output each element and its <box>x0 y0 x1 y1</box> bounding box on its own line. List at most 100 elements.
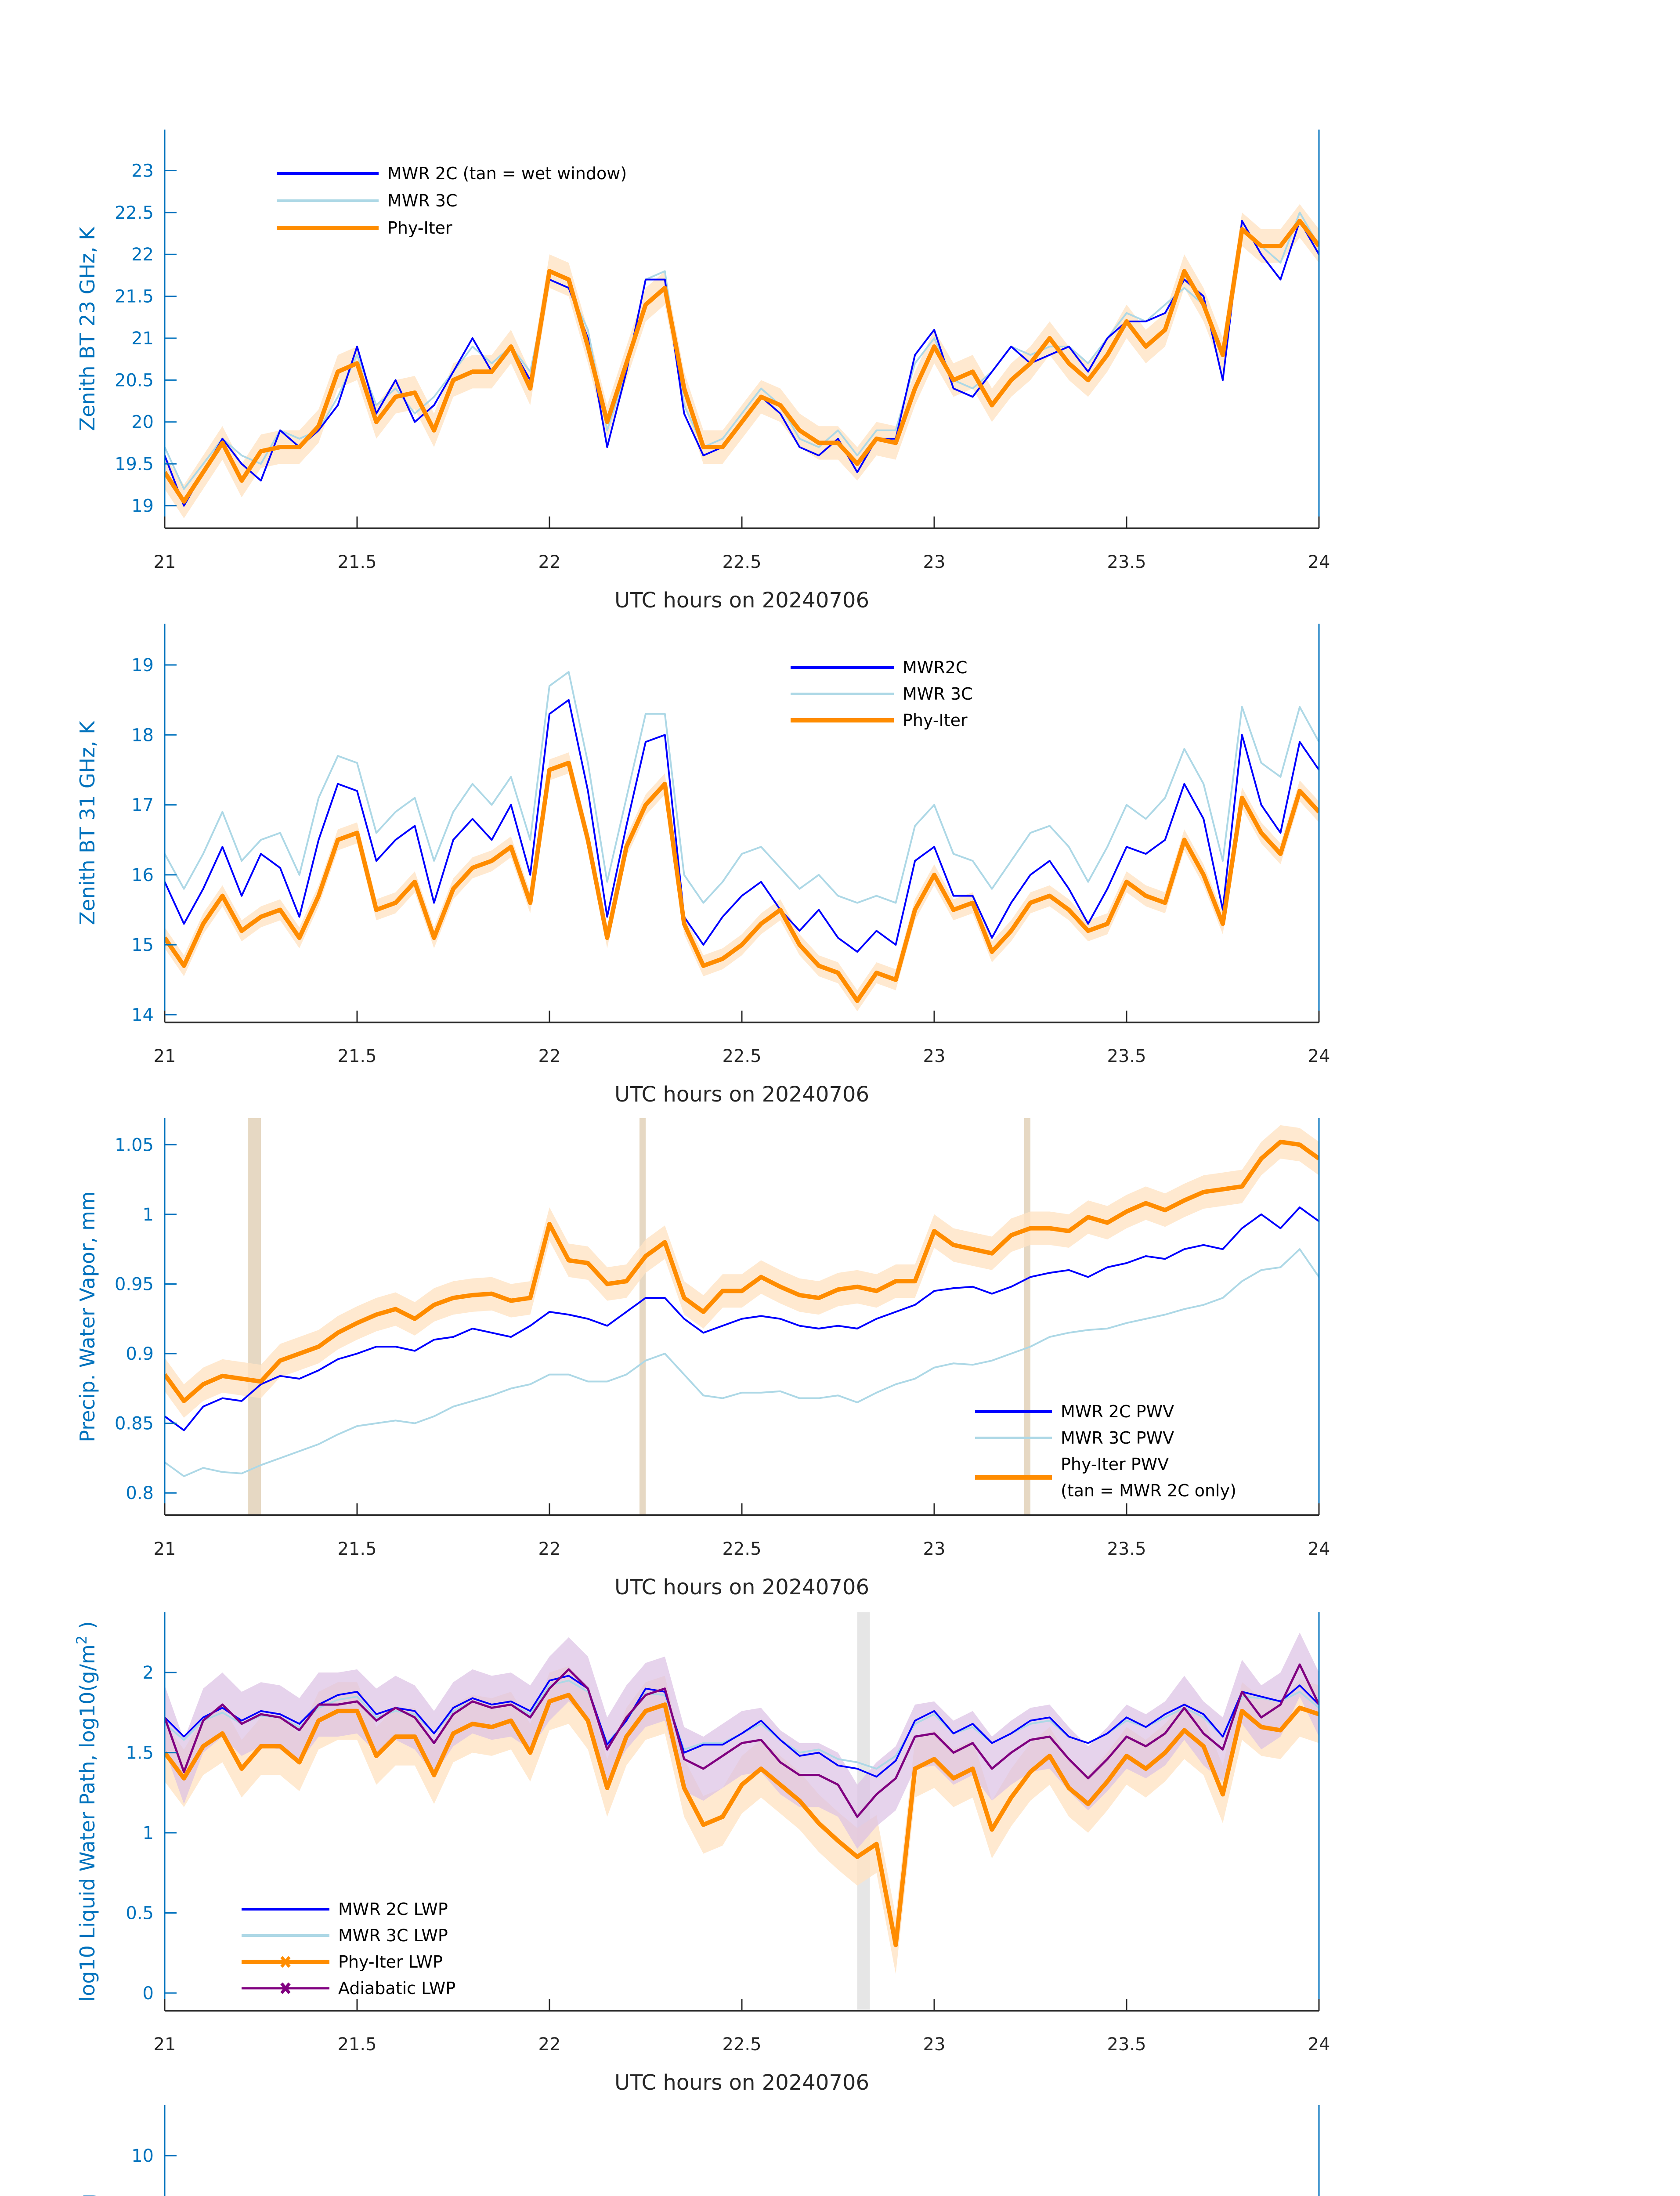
y-axis-label: Precip. Water Vapor, mm <box>76 1191 99 1442</box>
x-tick-label: 22 <box>538 1046 561 1066</box>
uncertainty-band-phyiter <box>165 1125 1319 1418</box>
legend-item-phyiter: Phy-Iter PWV (tan = MWR 2C only) <box>975 1455 1236 1500</box>
x-axis-label: UTC hours on 20240706 <box>614 2070 869 2095</box>
x-tick-label: 23.5 <box>1107 552 1146 572</box>
series-line-phyiter <box>165 761 1319 1003</box>
x-axis-label: UTC hours on 20240706 <box>614 1575 869 1600</box>
x-tick-label: 23 <box>923 1046 946 1066</box>
x-tick-label: 23.5 <box>1107 1046 1146 1066</box>
y-tick-label: 1.5 <box>126 1743 154 1763</box>
x-tick-label: 21 <box>154 552 176 572</box>
uncertainty-band-phyiter <box>165 752 1319 1011</box>
y-tick-label: 0.5 <box>126 1903 154 1923</box>
y-tick-label: 0.9 <box>126 1344 154 1364</box>
x-marker-icon <box>280 1956 291 1968</box>
uncertainty-band-adiabatic <box>165 1632 1319 1849</box>
series-line-mwr3c <box>165 671 1319 904</box>
x-tick-label: 23 <box>923 552 946 572</box>
legend-item-mwr3c: MWR 3C <box>277 191 458 210</box>
window-band <box>1024 1118 1030 1515</box>
y-tick-label: 19.5 <box>115 454 154 474</box>
x-tick-label: 24 <box>1308 552 1330 572</box>
legend-label: MWR 3C <box>387 191 458 210</box>
x-tick-label: 24 <box>1308 1539 1330 1559</box>
legend-label: Phy-Iter <box>387 218 452 238</box>
legend: MWR 2C (tan = wet window) MWR 3C Phy-Iter <box>277 164 627 238</box>
panel-bt23: 21 21.5 22 22.5 23 23.5 24 19 19.5 20 20.5 21 21.5 22… <box>76 130 1330 613</box>
x-tick-label: 24 <box>1308 1046 1330 1066</box>
y-tick-label: 0.8 <box>126 1483 154 1503</box>
y-tick-label: 16 <box>131 865 154 885</box>
x-tick-label: 21.5 <box>337 2034 376 2055</box>
legend: MWR 2C LWP MWR 3C LWP Phy-Iter LWP Adiabati… <box>242 1900 455 1998</box>
y-tick-label: 22 <box>131 245 154 265</box>
x-tick-label: 23.5 <box>1107 1539 1146 1559</box>
legend-item-mwr2c: MWR 2C PWV <box>975 1402 1174 1421</box>
y-tick-label: 18 <box>131 725 154 745</box>
y-tick-label: 21.5 <box>115 287 154 307</box>
x-tick-label: 21 <box>154 1539 176 1559</box>
uncertainty-band-phyiter <box>165 204 1319 519</box>
window-band <box>639 1118 646 1515</box>
y-tick-label: 17 <box>131 795 154 816</box>
y-tick-label: 21 <box>131 329 154 349</box>
legend-label: MWR2C <box>903 658 967 677</box>
y-tick-label: 14 <box>131 1005 154 1025</box>
legend-label: MWR 3C PWV <box>1061 1428 1174 1448</box>
x-tick-label: 22 <box>538 552 561 572</box>
legend-item-adiabatic: Adiabatic LWP <box>242 1979 455 1998</box>
legend-item-mwr2c: MWR 2C (tan = wet window) <box>277 164 627 183</box>
y-axis-label: Zenith BT 23 GHz, K <box>76 226 99 431</box>
y-tick-label: 15 <box>131 935 154 955</box>
y-tick-label: 23 <box>131 161 154 181</box>
y-tick-label: 0.95 <box>115 1274 154 1294</box>
series-line-phyiter <box>165 1139 1319 1403</box>
x-tick-label: 21.5 <box>337 552 376 572</box>
x-tick-label: 21.5 <box>337 1539 376 1559</box>
legend-label: Phy-Iter PWV <box>1061 1455 1169 1474</box>
legend-label: MWR 3C <box>903 684 973 704</box>
panel-bt31: 21 21.5 22 22.5 23 23.5 24 14 15 16 17 18 19 UTC hour… <box>76 624 1330 1107</box>
x-tick-label: 22.5 <box>722 552 761 572</box>
legend-label: MWR 2C PWV <box>1061 1402 1174 1421</box>
y-tick-label: 22.5 <box>115 203 154 223</box>
x-axis-label: UTC hours on 20240706 <box>614 1082 869 1107</box>
legend-item-mwr3c: MWR 3C LWP <box>242 1926 448 1945</box>
legend-label-line2: (tan = MWR 2C only) <box>1061 1481 1236 1500</box>
x-marker-icon <box>280 1982 291 1994</box>
y-tick-label: 1 <box>143 1205 154 1225</box>
legend: MWR 2C PWV MWR 3C PWV Phy-Iter PWV (tan = M… <box>975 1402 1236 1500</box>
y-tick-label: 2 <box>143 1663 154 1683</box>
y-tick-label: 1.05 <box>115 1135 154 1155</box>
x-tick-label: 21 <box>154 2034 176 2055</box>
plot-area <box>165 1118 1319 1515</box>
y-tick-label: 19 <box>131 655 154 675</box>
x-tick-label: 23 <box>923 2034 946 2055</box>
x-tick-label: 24 <box>1308 2034 1330 2055</box>
panel-lwp: 21 21.5 22 22.5 23 23.5 24 0 0.5 1 1.5 2 UTC hours o… <box>73 1612 1330 2095</box>
y-axis-label: MWR Phy Iter DQ Flag <box>76 2194 99 2196</box>
legend-label: Phy-Iter LWP <box>338 1952 443 1972</box>
x-tick-label: 22 <box>538 1539 561 1559</box>
y-tick-label: 20 <box>131 412 154 433</box>
x-tick-label: 22 <box>538 2034 561 2055</box>
y-axis-label: log10 Liquid Water Path, log10(g/m2 ) <box>73 1621 99 2002</box>
y-tick-label: 10 <box>131 2146 154 2166</box>
legend-label: MWR 2C LWP <box>338 1900 448 1919</box>
window-band <box>248 1118 261 1515</box>
y-tick-label: 19 <box>131 496 154 516</box>
series-line-mwr2c <box>165 699 1319 953</box>
legend-item-phyiter: Phy-Iter LWP <box>242 1952 443 1972</box>
legend-item-mwr3c: MWR 3C <box>791 684 973 704</box>
legend-label: MWR 2C (tan = wet window) <box>387 164 627 183</box>
x-tick-label: 21.5 <box>337 1046 376 1066</box>
legend-label: Phy-Iter <box>903 711 968 730</box>
legend-label: MWR 3C LWP <box>338 1926 448 1945</box>
plot-area <box>165 1612 1319 2011</box>
legend-item-mwr3c: MWR 3C PWV <box>975 1428 1174 1448</box>
y-tick-label: 20.5 <box>115 370 154 390</box>
x-tick-label: 22.5 <box>722 1046 761 1066</box>
x-axis-label: UTC hours on 20240706 <box>614 588 869 613</box>
